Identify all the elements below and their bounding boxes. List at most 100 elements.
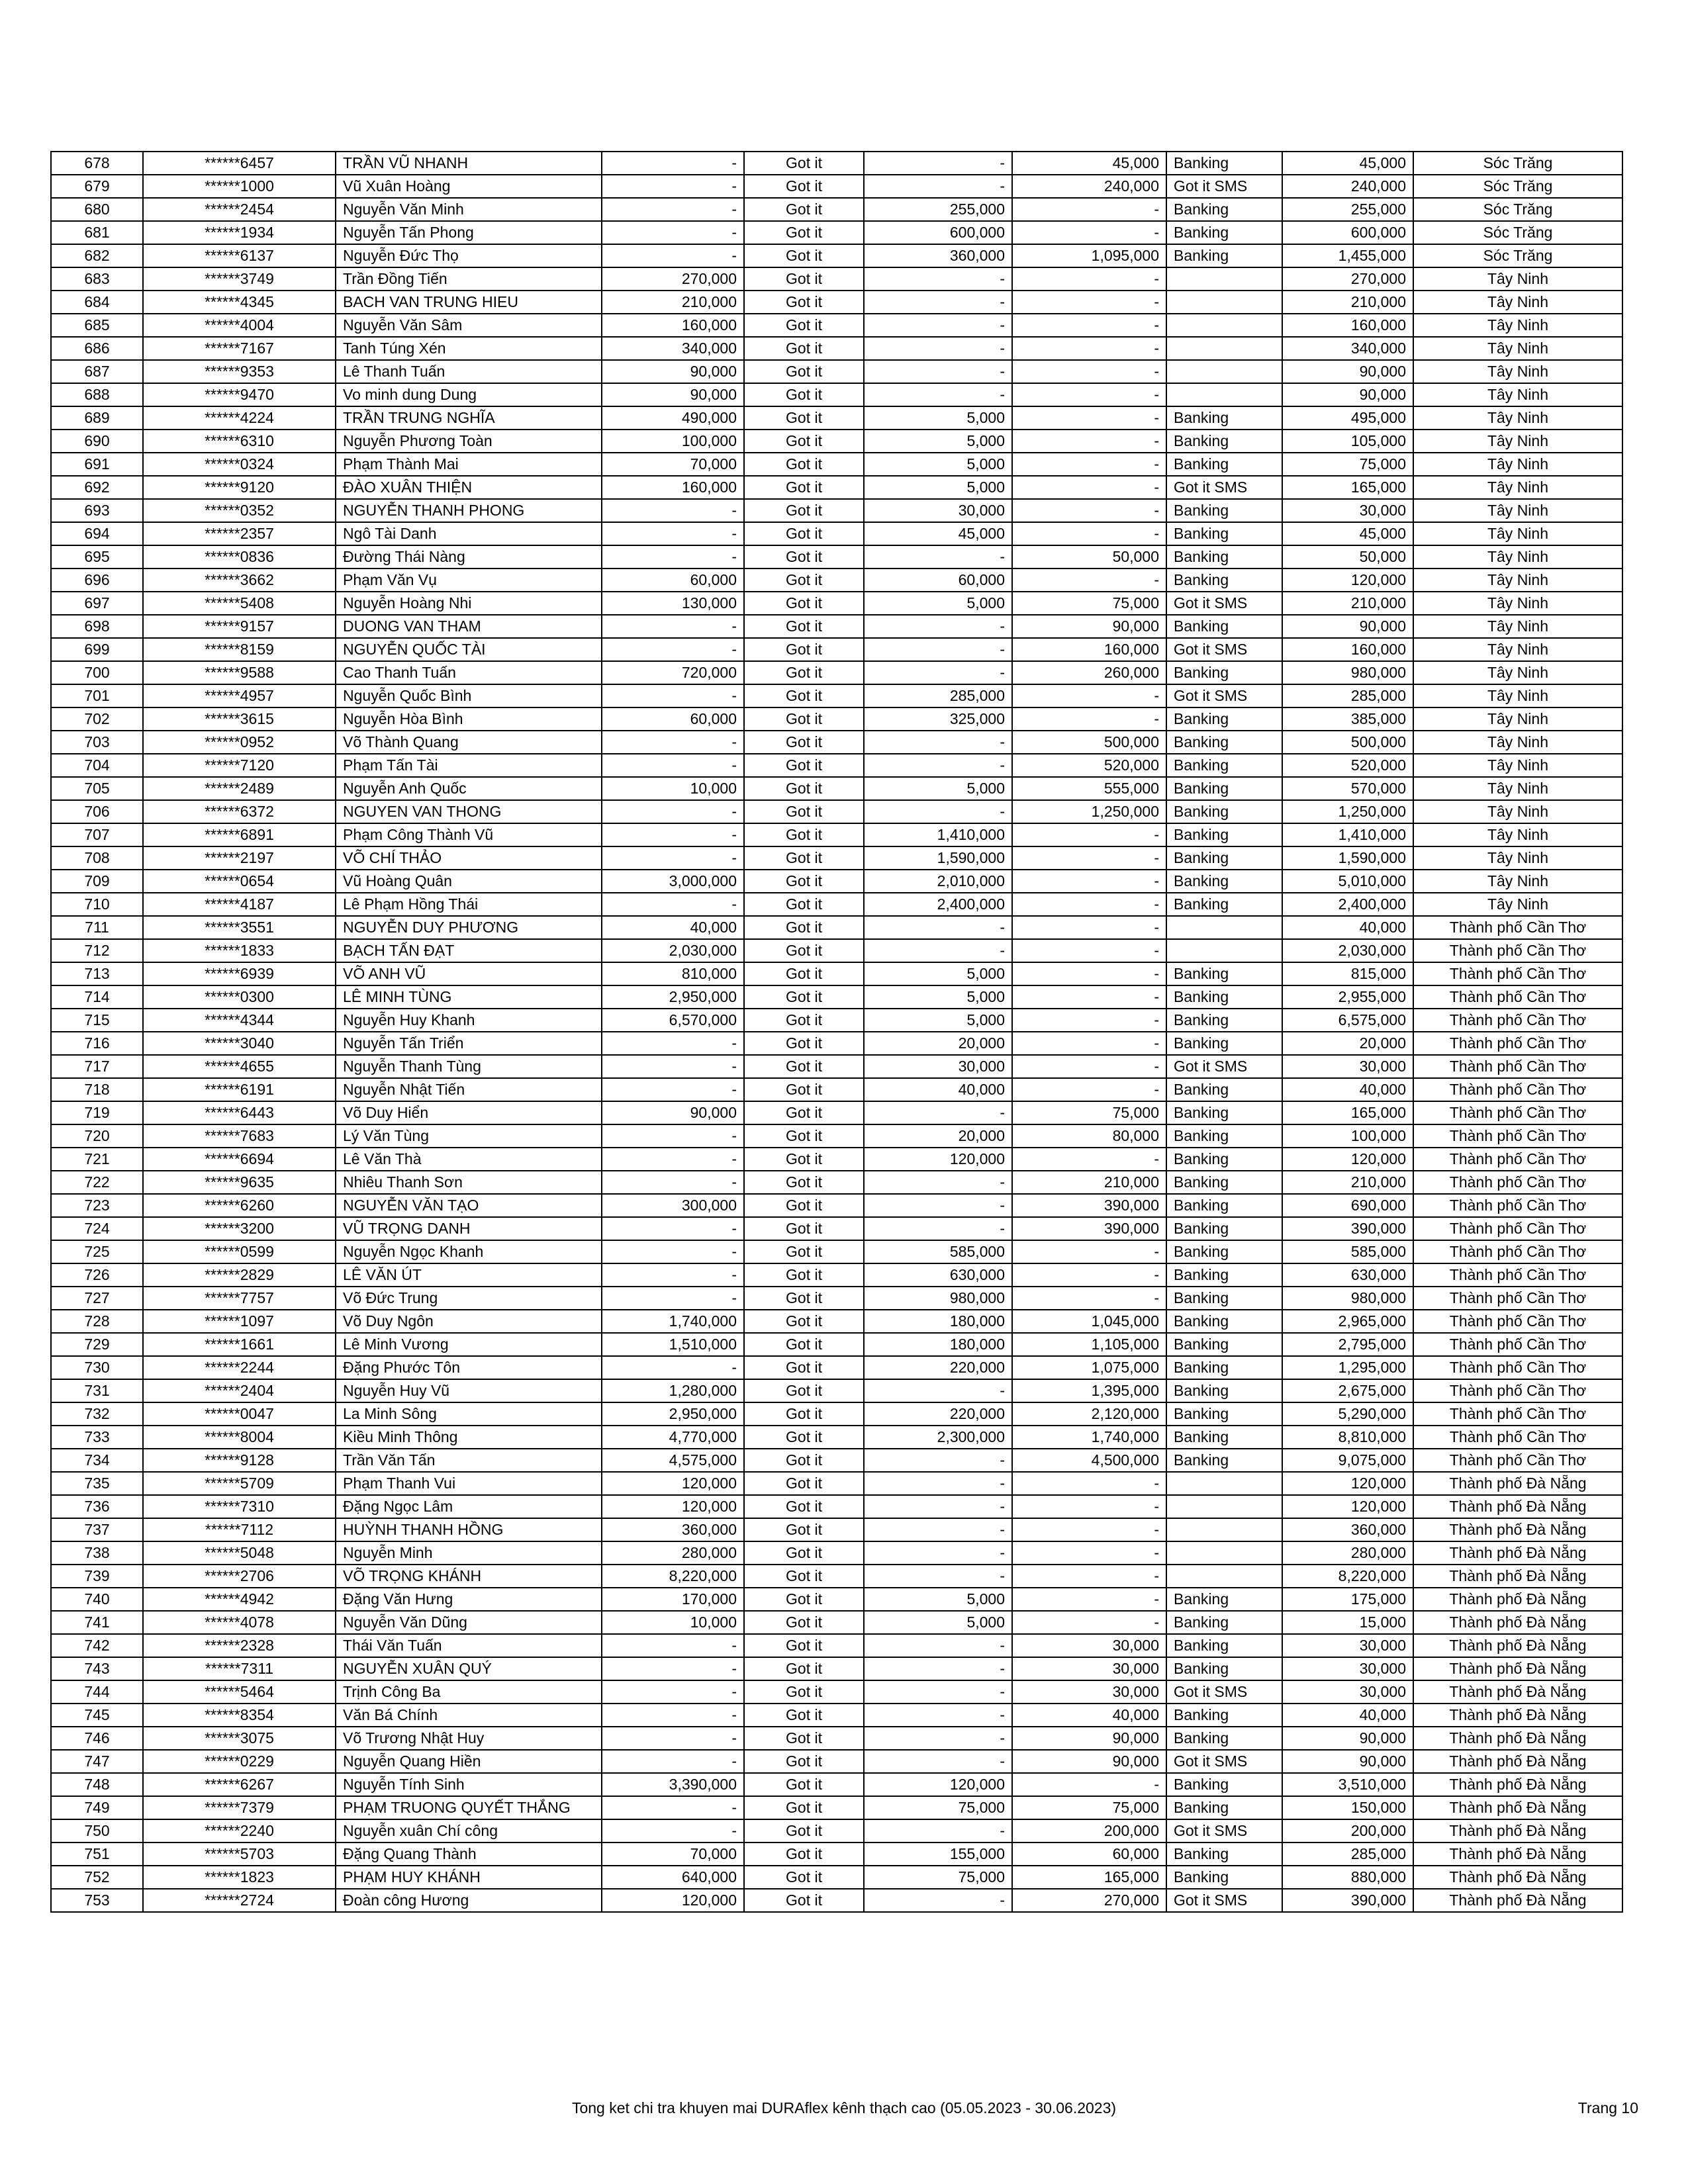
reward-type-cell: Got it (743, 1587, 865, 1612)
table-row: 708 ******2197 VÕ CHÍ THẢO - Got it 1,590,000… (50, 846, 1623, 870)
amount-2-cell: 360,000 (863, 244, 1013, 268)
reward-type-cell: Got it (743, 1471, 865, 1496)
customer-name-cell: Phạm Thanh Vui (335, 1471, 602, 1496)
customer-name-cell: Võ Duy Ngôn (335, 1309, 602, 1334)
amount-3-cell: - (1011, 1772, 1167, 1797)
amount-1-cell: 90,000 (601, 359, 745, 384)
province-cell: Tây Ninh (1413, 869, 1623, 893)
reward-type-cell: Got it (743, 1842, 865, 1866)
masked-phone-cell: ******6457 (142, 151, 336, 175)
amount-2-cell: 285,000 (863, 684, 1013, 708)
amount-2-cell: - (863, 1379, 1013, 1403)
row-number-cell: 724 (50, 1216, 144, 1241)
row-number-cell: 716 (50, 1031, 144, 1056)
amount-3-cell: - (1011, 1494, 1167, 1519)
table-row: 679 ******1000 Vũ Xuân Hoàng - Got it -240,00… (50, 174, 1623, 199)
total-amount-cell: 600,000 (1282, 220, 1414, 245)
masked-phone-cell: ******7311 (142, 1657, 336, 1681)
total-amount-cell: 30,000 (1282, 1657, 1414, 1681)
amount-3-cell: - (1011, 197, 1167, 222)
province-cell: Thành phố Cần Thơ (1413, 1425, 1623, 1449)
total-amount-cell: 90,000 (1282, 614, 1414, 639)
table-row: 705 ******2489 Nguyễn Anh Quốc 10,000 Got it… (50, 776, 1623, 801)
amount-1-cell: 270,000 (601, 267, 745, 291)
table-row: 740 ******4942 Đặng Văn Hưng 170,000 Got it 5… (50, 1587, 1623, 1612)
amount-3-cell: - (1011, 1054, 1167, 1079)
payment-method-cell: Banking (1166, 1772, 1283, 1797)
masked-phone-cell: ******5048 (142, 1541, 336, 1565)
table-row: 719 ******6443 Võ Duy Hiển 90,000 Got it -75,… (50, 1101, 1623, 1125)
table-row: 715 ******4344 Nguyễn Huy Khanh 6,570,000 Go… (50, 1008, 1623, 1032)
amount-3-cell: - (1011, 336, 1167, 361)
reward-type-cell: Got it (743, 1518, 865, 1542)
reward-type-cell: Got it (743, 1402, 865, 1426)
customer-name-cell: BẠCH TẤN ĐẠT (335, 938, 602, 963)
reward-type-cell: Got it (743, 475, 865, 500)
row-number-cell: 679 (50, 174, 144, 199)
province-cell: Thành phố Đà Nẵng (1413, 1819, 1623, 1843)
payment-method-cell: Banking (1166, 985, 1283, 1009)
province-cell: Thành phố Cần Thơ (1413, 1054, 1623, 1079)
amount-1-cell: 2,950,000 (601, 985, 745, 1009)
province-cell: Thành phố Cần Thơ (1413, 1332, 1623, 1357)
amount-1-cell: - (601, 1263, 745, 1287)
row-number-cell: 715 (50, 1008, 144, 1032)
table-row: 700 ******9588 Cao Thanh Tuấn 720,000 Got it… (50, 660, 1623, 685)
payment-method-cell (1166, 1541, 1283, 1565)
table-row: 735 ******5709 Phạm Thanh Vui 120,000 Got it… (50, 1471, 1623, 1496)
row-number-cell: 752 (50, 1865, 144, 1889)
province-cell: Thành phố Đà Nẵng (1413, 1796, 1623, 1820)
payment-method-cell: Banking (1166, 429, 1283, 453)
reward-type-cell: Got it (743, 799, 865, 824)
payment-method-cell (1166, 359, 1283, 384)
payment-method-cell: Got it SMS (1166, 1888, 1283, 1913)
province-cell: Tây Ninh (1413, 660, 1623, 685)
payment-method-cell (1166, 1471, 1283, 1496)
amount-2-cell: 75,000 (863, 1865, 1013, 1889)
reward-type-cell: Got it (743, 892, 865, 917)
customer-name-cell: Lê Minh Vương (335, 1332, 602, 1357)
reward-type-cell: Got it (743, 915, 865, 940)
masked-phone-cell: ******3662 (142, 568, 336, 592)
province-cell: Sóc Trăng (1413, 174, 1623, 199)
payment-method-cell: Banking (1166, 244, 1283, 268)
reward-type-cell: Got it (743, 1541, 865, 1565)
reward-type-cell: Got it (743, 823, 865, 847)
reward-type-cell: Got it (743, 313, 865, 338)
amount-2-cell: - (863, 267, 1013, 291)
table-row: 694 ******2357 Ngô Tài Danh - Got it 45,000- B… (50, 522, 1623, 546)
amount-1-cell: - (601, 799, 745, 824)
amount-2-cell: 5,000 (863, 591, 1013, 615)
province-cell: Tây Ninh (1413, 892, 1623, 917)
row-number-cell: 729 (50, 1332, 144, 1357)
customer-name-cell: Phạm Công Thành Vũ (335, 823, 602, 847)
customer-name-cell: Nguyễn Quốc Bình (335, 684, 602, 708)
amount-3-cell: 160,000 (1011, 637, 1167, 662)
amount-2-cell: - (863, 1541, 1013, 1565)
table-row: 686 ******7167 Tanh Túng Xén 340,000 Got it -… (50, 336, 1623, 361)
row-number-cell: 730 (50, 1355, 144, 1380)
customer-name-cell: La Minh Sông (335, 1402, 602, 1426)
amount-3-cell: 390,000 (1011, 1193, 1167, 1218)
province-cell: Thành phố Cần Thơ (1413, 1008, 1623, 1032)
amount-1-cell: 60,000 (601, 707, 745, 731)
amount-3-cell: - (1011, 359, 1167, 384)
amount-1-cell: 70,000 (601, 452, 745, 477)
payment-method-cell: Banking (1166, 197, 1283, 222)
payment-method-cell: Got it SMS (1166, 1819, 1283, 1843)
province-cell: Thành phố Cần Thơ (1413, 1402, 1623, 1426)
amount-2-cell: - (863, 1101, 1013, 1125)
masked-phone-cell: ******0300 (142, 985, 336, 1009)
table-row: 693 ******0352 NGUYỄN THANH PHONG - Got it 30… (50, 498, 1623, 523)
amount-2-cell: - (863, 1564, 1013, 1588)
payment-method-cell: Banking (1166, 1101, 1283, 1125)
province-cell: Thành phố Cần Thơ (1413, 1263, 1623, 1287)
masked-phone-cell: ******7120 (142, 753, 336, 778)
amount-1-cell: 40,000 (601, 915, 745, 940)
amount-3-cell: 75,000 (1011, 1101, 1167, 1125)
customer-name-cell: Nguyễn Nhật Tiến (335, 1077, 602, 1102)
reward-type-cell: Got it (743, 1286, 865, 1310)
customer-name-cell: Phạm Văn Vụ (335, 568, 602, 592)
reward-type-cell: Got it (743, 1819, 865, 1843)
masked-phone-cell: ******2404 (142, 1379, 336, 1403)
